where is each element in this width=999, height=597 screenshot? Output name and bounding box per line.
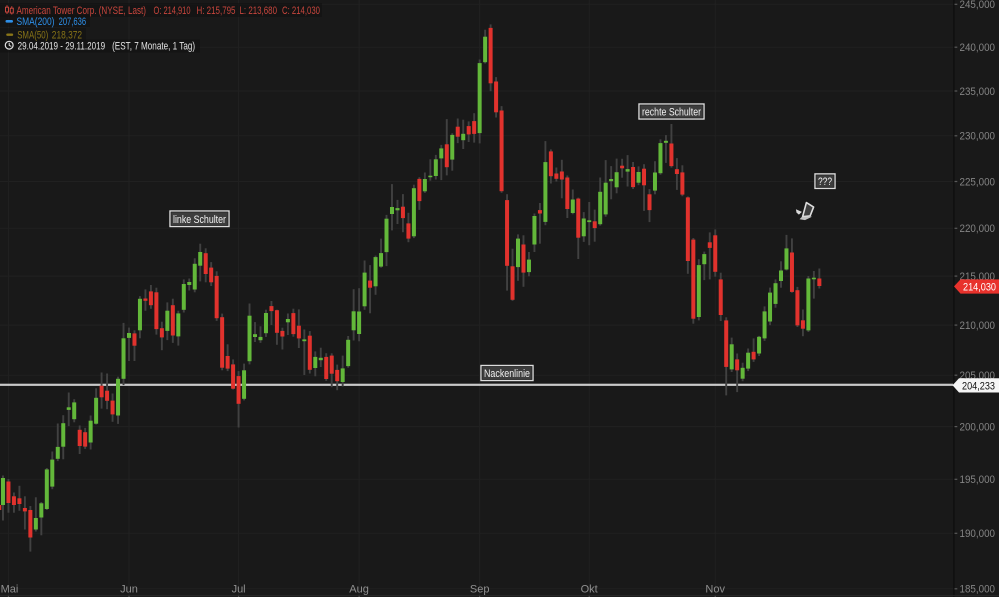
svg-text:rechte Schulter: rechte Schulter [642,107,701,119]
svg-text:240,000: 240,000 [960,42,996,54]
svg-text:225,000: 225,000 [960,176,996,188]
svg-text:185,000: 185,000 [960,584,996,596]
svg-text:245,000: 245,000 [960,0,996,11]
svg-text:American Tower Corp. (NYSE, La: American Tower Corp. (NYSE, Last) [17,5,147,17]
svg-text:Mai: Mai [1,584,19,596]
svg-text:L: 213,680: L: 213,680 [240,5,278,17]
svg-text:210,000: 210,000 [960,320,996,332]
svg-text:220,000: 220,000 [960,223,996,235]
svg-text:Sep: Sep [470,584,490,596]
svg-text:218,372: 218,372 [52,30,82,42]
svg-text:Jul: Jul [232,584,246,596]
svg-text:235,000: 235,000 [960,86,996,98]
svg-text:Jun: Jun [120,584,138,596]
svg-text:Nov: Nov [705,584,725,596]
svg-text:linke Schulter: linke Schulter [173,214,226,226]
svg-text:195,000: 195,000 [960,474,996,486]
svg-text:SMA(200): SMA(200) [17,16,55,28]
svg-text:200,000: 200,000 [960,421,996,433]
svg-text:Nackenlinie: Nackenlinie [484,368,530,380]
svg-text:190,000: 190,000 [960,528,996,540]
svg-text:29.04.2019 - 29.11.2019: 29.04.2019 - 29.11.2019 [18,41,106,53]
svg-text:Aug: Aug [349,584,369,596]
svg-text:???: ??? [818,176,832,188]
svg-text:230,000: 230,000 [960,131,996,143]
svg-text:204,233: 204,233 [962,381,995,393]
svg-text:O: 214,910: O: 214,910 [154,5,191,17]
svg-text:214,030: 214,030 [963,282,996,294]
svg-text:H: 215,795: H: 215,795 [197,5,236,17]
svg-text:207,636: 207,636 [59,16,87,28]
svg-text:SMA(50): SMA(50) [17,30,48,42]
svg-text:C: 214,030: C: 214,030 [282,5,320,17]
svg-text:(EST, 7 Monate, 1 Tag): (EST, 7 Monate, 1 Tag) [112,41,195,53]
svg-text:Okt: Okt [581,584,598,596]
